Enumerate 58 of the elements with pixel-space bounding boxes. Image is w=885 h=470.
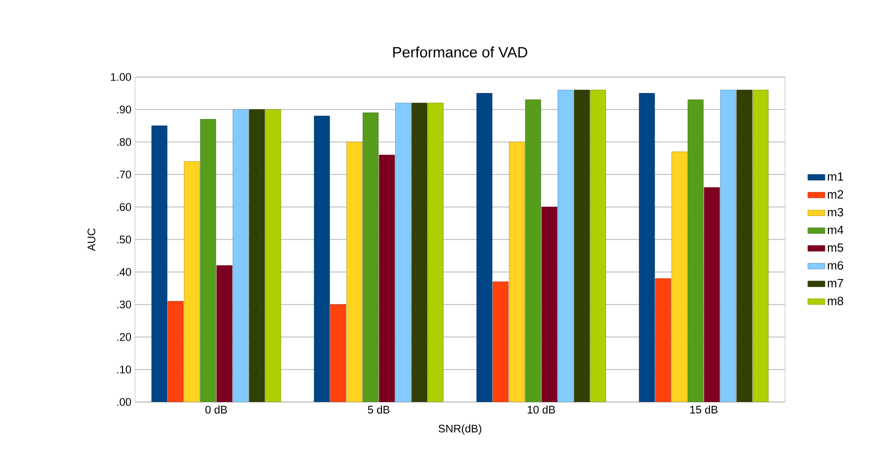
bar bbox=[476, 93, 492, 402]
bar bbox=[752, 90, 769, 402]
bar bbox=[508, 142, 525, 402]
x-axis-title: SNR(dB) bbox=[438, 424, 482, 435]
bar bbox=[378, 154, 395, 402]
legend-label: m3 bbox=[828, 208, 844, 216]
bar bbox=[151, 126, 168, 402]
y-tick-label: .80 bbox=[117, 138, 132, 146]
legend-label: m4 bbox=[828, 226, 844, 234]
y-tick-label: .40 bbox=[117, 268, 132, 276]
bar bbox=[168, 301, 184, 402]
bar bbox=[428, 102, 444, 402]
bar bbox=[200, 119, 216, 402]
x-tick-label: 10 dB bbox=[528, 406, 555, 414]
bar bbox=[590, 90, 606, 402]
bar bbox=[655, 278, 672, 402]
bar bbox=[574, 90, 590, 402]
bar bbox=[720, 90, 736, 402]
y-tick-label: .50 bbox=[117, 236, 132, 244]
bar bbox=[558, 90, 574, 402]
x-tick-label: 0 dB bbox=[205, 406, 227, 414]
y-tick-label: .70 bbox=[117, 170, 132, 178]
bar bbox=[314, 116, 330, 402]
bar bbox=[736, 90, 752, 402]
bar bbox=[671, 152, 688, 402]
bar bbox=[216, 265, 232, 402]
bar bbox=[395, 102, 412, 402]
x-tick-label: 15 dB bbox=[690, 406, 718, 414]
legend-label: m5 bbox=[828, 244, 844, 252]
bar bbox=[411, 102, 428, 402]
bar bbox=[184, 161, 200, 402]
bar bbox=[525, 100, 542, 402]
bar bbox=[248, 109, 265, 402]
y-tick-label: .60 bbox=[117, 203, 132, 211]
legend-label: m1 bbox=[828, 172, 844, 181]
y-tick-label: .00 bbox=[117, 398, 132, 406]
bar bbox=[638, 93, 655, 402]
bar bbox=[704, 187, 720, 402]
bar bbox=[232, 109, 249, 402]
legend-label: m2 bbox=[828, 190, 844, 198]
legend-label: m8 bbox=[828, 296, 844, 306]
chart-title: Performance of VAD bbox=[393, 46, 528, 58]
y-axis-title: AUC bbox=[88, 228, 96, 252]
bar bbox=[265, 109, 282, 402]
bar bbox=[688, 100, 704, 402]
legend-label: m7 bbox=[828, 279, 844, 288]
y-tick-label: .20 bbox=[117, 333, 132, 341]
y-tick-label: 1.00 bbox=[110, 73, 132, 81]
y-tick-label: .10 bbox=[117, 366, 132, 374]
bar bbox=[346, 142, 362, 402]
x-tick-label: 5 dB bbox=[368, 406, 390, 414]
bar bbox=[541, 206, 558, 402]
bar bbox=[492, 282, 509, 402]
bar bbox=[362, 112, 379, 402]
bar bbox=[330, 304, 346, 402]
legend-label: m6 bbox=[828, 261, 844, 270]
y-tick-label: .90 bbox=[117, 106, 132, 114]
y-tick-label: .30 bbox=[117, 300, 132, 308]
